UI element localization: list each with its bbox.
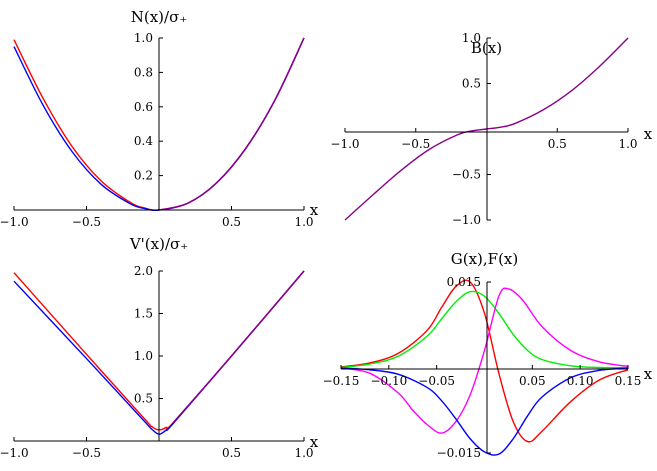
- series-line-panel-gf-2: [340, 287, 629, 434]
- x-axis-label-panel-n: x: [310, 201, 319, 219]
- y-tick-label-panel-n-1: 0.4: [134, 134, 153, 148]
- x-tick-label-panel-gf-1: −0.10: [370, 374, 407, 388]
- y-tick-label-panel-b-2: 0.5: [462, 77, 481, 91]
- x-tick-label-panel-gf-2: −0.05: [418, 374, 455, 388]
- x-tick-label-panel-n-1: −0.5: [72, 215, 101, 229]
- x-tick-label-panel-b-0: −1.0: [330, 137, 359, 151]
- x-tick-label-panel-v-3: 1.0: [294, 446, 313, 460]
- y-tick-label-panel-n-2: 0.6: [134, 100, 153, 114]
- x-axis-label-panel-gf: x: [644, 365, 653, 383]
- x-axis-label-panel-b: x: [644, 125, 653, 143]
- series-line-panel-v-2: [172, 270, 305, 423]
- x-tick-label-panel-gf-4: 0.10: [567, 374, 594, 388]
- chart-title-v: V'(x)/σ₊: [129, 235, 188, 253]
- series-line-panel-gf-0: [340, 279, 629, 443]
- chart-title-n: N(x)/σ₊: [131, 8, 188, 26]
- chart-title-gf: G(x),F(x): [451, 250, 519, 268]
- x-tick-label-panel-n-3: 1.0: [294, 215, 313, 229]
- series-line-panel-gf-3: [340, 367, 629, 456]
- chart-panel-gf: G(x),F(x) −0.15 −0.10 −0.05 0.05 0.10 0.15 −0.…: [323, 250, 653, 460]
- x-tick-label-panel-b-1: −0.5: [401, 137, 430, 151]
- y-tick-label-panel-b-0: −1.0: [452, 213, 481, 227]
- x-tick-label-panel-v-0: −1.0: [0, 446, 29, 460]
- y-tick-label-panel-n-0: 0.2: [134, 169, 153, 183]
- x-tick-label-panel-gf-3: 0.05: [519, 374, 546, 388]
- y-tick-label-panel-b-1: −0.5: [452, 168, 481, 182]
- series-line-panel-gf-1: [340, 290, 629, 369]
- x-tick-label-panel-v-1: −0.5: [72, 446, 101, 460]
- x-axis-label-panel-v: x: [310, 433, 319, 451]
- x-tick-label-panel-n-2: 0.5: [222, 215, 241, 229]
- x-tick-label-panel-b-2: 0.5: [548, 137, 567, 151]
- x-tick-label-panel-b-3: 1.0: [618, 137, 637, 151]
- chart-panel-n: N(x)/σ₊ −1.0 −0.5 0.5 1.00.20.40.60.81.0x: [0, 8, 319, 229]
- x-tick-label-panel-n-0: −1.0: [0, 215, 29, 229]
- y-tick-label-panel-gf-0: −0.015: [437, 446, 481, 460]
- y-tick-label-panel-n-4: 1.0: [134, 31, 153, 45]
- chart-panel-v: V'(x)/σ₊ −1.0 −0.5 0.5 1.0 0.5 1.0 1.5 2.0 x: [0, 235, 319, 460]
- y-tick-label-panel-b-3: 1.0: [462, 31, 481, 45]
- chart-panel-b: B(x) −1.0 −0.5 0.5 1.0−1.0−0.50.51.0x: [330, 31, 652, 227]
- series-line-panel-n-2: [158, 37, 305, 211]
- x-tick-label-panel-gf-5: 0.15: [615, 374, 642, 388]
- y-tick-label-panel-v-0: 0.5: [134, 392, 153, 406]
- x-tick-label-panel-v-2: 0.5: [222, 446, 241, 460]
- y-tick-label-panel-v-2: 1.5: [134, 307, 153, 321]
- y-tick-label-panel-n-3: 0.8: [134, 65, 153, 79]
- y-tick-label-panel-v-1: 1.0: [134, 349, 153, 363]
- y-tick-label-panel-v-3: 2.0: [134, 264, 153, 278]
- y-tick-label-panel-gf-1: 0.015: [447, 275, 481, 289]
- x-tick-label-panel-gf-0: −0.15: [323, 374, 360, 388]
